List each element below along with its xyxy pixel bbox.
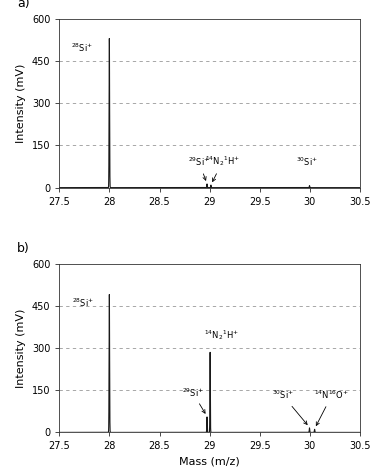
Text: $^{29}$Si$^{+}$: $^{29}$Si$^{+}$ <box>188 156 210 180</box>
Y-axis label: Intensity (mV): Intensity (mV) <box>16 63 26 143</box>
Text: $^{14}$N$^{16}$O$^{+}$: $^{14}$N$^{16}$O$^{+}$ <box>314 389 349 425</box>
Text: $^{29}$Si$^{+}$: $^{29}$Si$^{+}$ <box>182 386 205 413</box>
X-axis label: Mass (m/z): Mass (m/z) <box>179 457 240 467</box>
Text: $^{30}$Si$^{+}$: $^{30}$Si$^{+}$ <box>296 156 318 168</box>
Y-axis label: Intensity (mV): Intensity (mV) <box>16 308 26 388</box>
Text: $^{30}$Si$^{+}$: $^{30}$Si$^{+}$ <box>272 389 307 424</box>
Text: $^{28}$Si$^{+}$: $^{28}$Si$^{+}$ <box>72 296 94 309</box>
Text: $^{28}$Si$^{+}$: $^{28}$Si$^{+}$ <box>72 41 93 54</box>
Text: a): a) <box>17 0 30 10</box>
Text: b): b) <box>17 242 30 255</box>
Text: $^{14}$N$_{2}$$^{1}$H$^{+}$: $^{14}$N$_{2}$$^{1}$H$^{+}$ <box>205 155 240 181</box>
Text: $^{14}$N$_{2}$$^{1}$H$^{+}$: $^{14}$N$_{2}$$^{1}$H$^{+}$ <box>204 329 239 342</box>
